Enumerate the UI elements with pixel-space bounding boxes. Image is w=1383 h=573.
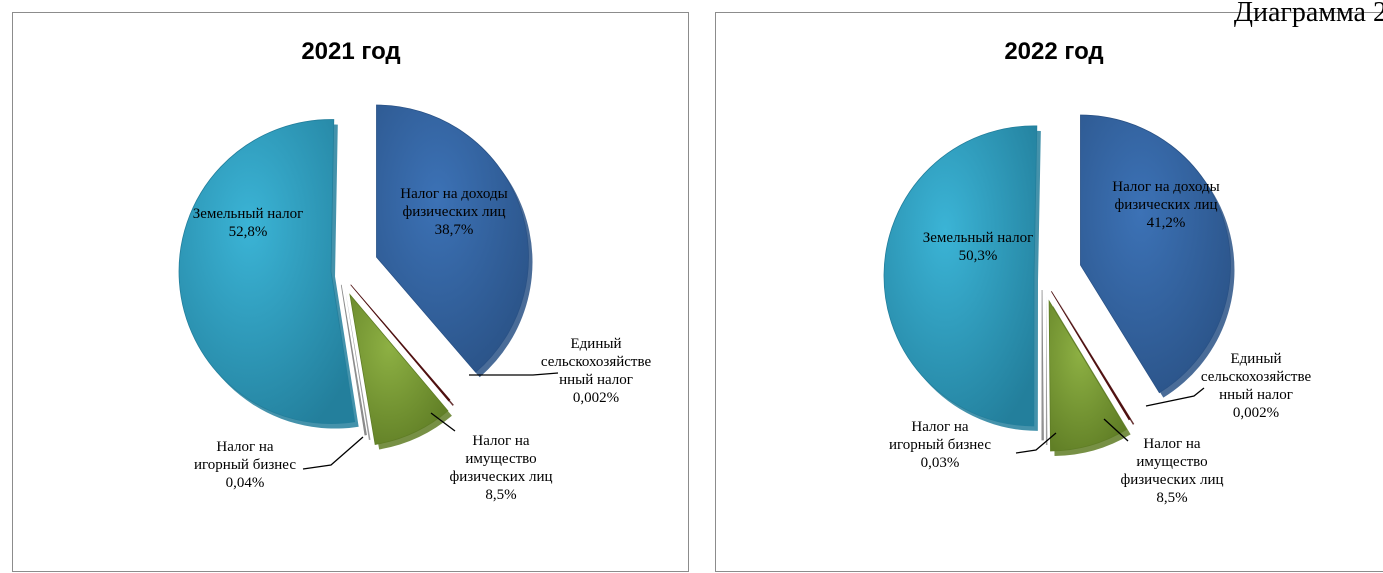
leader-line (1103, 418, 1129, 442)
pie-slice-1 (350, 284, 451, 402)
pie-slice-3 (340, 284, 367, 436)
pie-slice-2 (349, 293, 449, 445)
leader-line (1015, 432, 1057, 454)
slice-label: Налог на доходы физических лиц 38,7% (400, 186, 507, 238)
pie-slice-shadow (1055, 296, 1135, 425)
pie-slice-shadow (345, 289, 371, 440)
chart-title: 2022 год (1004, 38, 1103, 65)
pie-slice-2 (1048, 299, 1128, 452)
leader-line (430, 412, 456, 432)
chart-panel-2022: Диаграмма 2 2022 год Налог на доходы физич… (715, 0, 1383, 572)
pie-slice-0 (376, 104, 529, 373)
pie-chart-2022: 2022 год Налог на доходы физических лиц 41,… (883, 38, 1312, 506)
leader-line (469, 372, 559, 376)
slice-label: Земельный налог 50,3% (923, 230, 1034, 264)
slice-label: Земельный налог 52,8% (193, 206, 304, 240)
slice-label: Налог на доходы физических лиц 41,2% (1112, 179, 1219, 231)
slice-label: Налог на игорный бизнес 0,03% (889, 419, 991, 471)
slice-label: Единый сельскохозяйстве нный налог 0,002% (541, 336, 652, 406)
chart-title: 2021 год (301, 38, 400, 65)
pie-slice-3 (1041, 289, 1044, 441)
pie-chart-2021: 2021 год Налог на доходы физических лиц 38,… (178, 38, 652, 503)
pie-slice-4 (178, 119, 356, 424)
pie-slice-1 (1051, 291, 1131, 421)
slice-label: Налог на игорный бизнес 0,04% (194, 439, 296, 491)
slice-label: Налог на имущество физических лиц 8,5% (449, 433, 552, 503)
slice-label: Налог на имущество физических лиц 8,5% (1120, 436, 1223, 506)
pie-slice-4 (883, 125, 1038, 427)
pie-slice-0 (1080, 114, 1231, 394)
chart-panel-2021: 2021 год Налог на доходы физических лиц 38,… (12, 12, 689, 572)
leader-line (302, 436, 364, 470)
pie-slice-shadow (1045, 294, 1048, 445)
slice-label: Единый сельскохозяйстве нный налог 0,002% (1201, 351, 1312, 421)
leader-line (1145, 387, 1205, 407)
diagram-caption: Диаграмма 2 (1233, 0, 1383, 28)
